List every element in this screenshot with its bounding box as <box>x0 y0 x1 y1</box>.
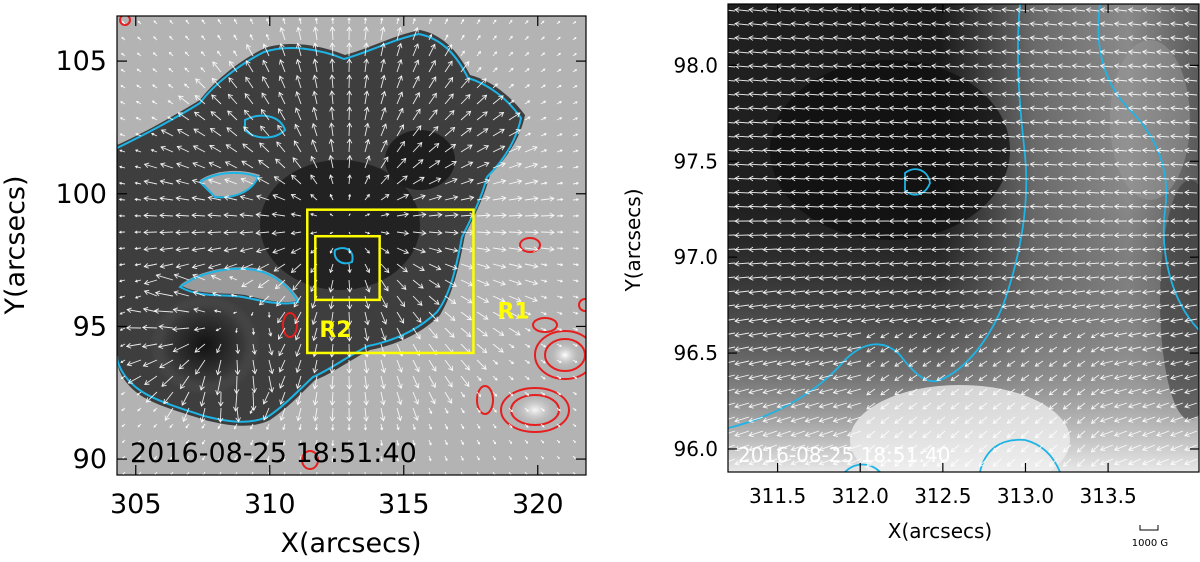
right-ytick-label: 97.0 <box>673 245 718 269</box>
left-cyan-contour-small-2 <box>333 247 354 265</box>
left-red-contours <box>119 16 586 470</box>
left-bright-spot-1 <box>549 341 581 369</box>
left-xtick-label: 305 <box>110 489 162 520</box>
right-timestamp: 2016-08-25 18:51:40 <box>738 443 950 467</box>
right-ticks: 311.5 312.0 312.5 313.0 313.5 96.0 96.5 97.0 97.… <box>673 4 1199 508</box>
region-label-r2: R2 <box>319 318 351 343</box>
scale-bar-label: 1000 G <box>1132 538 1168 549</box>
left-xtick-label: 320 <box>512 489 564 520</box>
left-ytick-label: 90 <box>73 444 107 475</box>
right-cyan-contours <box>728 4 1199 472</box>
right-bright-patch <box>850 385 1070 472</box>
left-arrow-field <box>118 17 580 475</box>
right-xlabel: X(arcsecs) <box>888 519 992 543</box>
right-bright-patch-2 <box>1110 40 1190 200</box>
right-ytick-label: 96.0 <box>673 437 718 461</box>
right-ytick-label: 96.5 <box>673 341 718 365</box>
scale-bar: 1000 G <box>1132 525 1168 549</box>
left-ytick-label: 105 <box>55 46 107 77</box>
left-ticks: 305 310 315 320 90 95 100 105 <box>55 16 586 520</box>
left-light-gap <box>200 170 260 197</box>
left-xtick-label: 310 <box>244 489 296 520</box>
right-ytick-label: 97.5 <box>673 149 718 173</box>
right-xtick-label: 313.0 <box>997 484 1054 508</box>
right-panel: 311.5 312.0 312.5 313.0 313.5 96.0 96.5 97.0 97.… <box>621 3 1200 549</box>
left-timestamp: 2016-08-25 18:51:40 <box>130 438 417 469</box>
left-regions: R1 R2 <box>306 208 530 355</box>
left-cyan-contour <box>117 32 523 423</box>
right-frame <box>727 3 1200 473</box>
left-xtick-label: 315 <box>378 489 430 520</box>
left-frame <box>116 15 587 476</box>
right-xtick-label: 313.5 <box>1079 484 1136 508</box>
left-umbra-lower <box>150 295 260 395</box>
region-box-r1 <box>306 208 475 355</box>
left-xlabel: X(arcsecs) <box>280 528 421 559</box>
right-xtick-label: 312.0 <box>832 484 889 508</box>
left-ylabel: Y(arcsecs) <box>0 175 31 315</box>
left-panel: R1 R2 305 310 315 320 90 95 100 105 2016-08-25 1… <box>0 15 587 559</box>
right-xtick-label: 311.5 <box>749 484 806 508</box>
left-ytick-label: 100 <box>55 179 107 210</box>
region-label-r1: R1 <box>497 299 529 324</box>
right-ylabel: Y(arcsecs) <box>621 189 645 293</box>
region-box-r2 <box>314 234 381 302</box>
left-bright-spot-2 <box>513 394 557 426</box>
right-magnetogram <box>728 4 1199 472</box>
left-ytick-label: 95 <box>73 311 107 342</box>
right-ytick-label: 98.0 <box>673 53 718 77</box>
right-xtick-label: 312.5 <box>914 484 971 508</box>
left-magnetogram <box>117 16 586 475</box>
right-arrow-field <box>728 7 1198 467</box>
